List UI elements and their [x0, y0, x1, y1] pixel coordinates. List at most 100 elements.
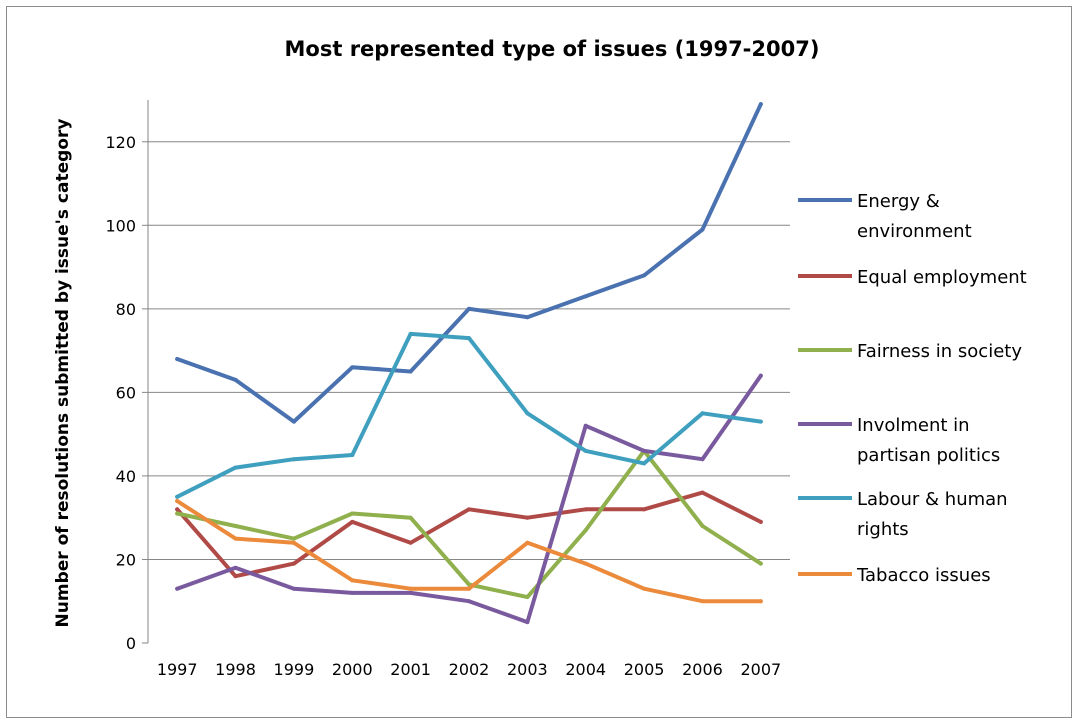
y-axis-label: Number of resolutions submitted by issue… — [53, 119, 73, 628]
data-point — [583, 423, 588, 428]
x-tick-label: 1998 — [215, 660, 256, 679]
data-point — [467, 507, 471, 512]
data-point — [525, 595, 530, 600]
data-point — [291, 586, 296, 591]
x-tick-label: 2000 — [332, 660, 373, 679]
x-tick-label: 2007 — [740, 660, 781, 679]
legend-item: Tabacco issues — [798, 565, 991, 586]
data-point — [233, 565, 238, 570]
data-point — [467, 306, 471, 311]
legend-label: Labour & human — [857, 489, 1008, 510]
data-point — [350, 365, 355, 370]
legend-item: Equal employment — [798, 267, 1027, 288]
data-point — [467, 336, 471, 341]
data-point — [583, 294, 588, 299]
series-line — [175, 102, 763, 424]
data-point — [642, 448, 647, 453]
data-point — [642, 507, 647, 512]
series-line — [175, 331, 763, 499]
y-tick-label: 120 — [105, 133, 136, 152]
data-point — [583, 448, 588, 453]
data-point — [233, 377, 238, 382]
data-point — [175, 356, 180, 361]
x-tick-label: 2004 — [565, 660, 606, 679]
data-point — [350, 519, 355, 524]
data-point — [408, 331, 413, 336]
data-point — [408, 369, 413, 374]
data-point — [175, 511, 180, 516]
legend-item: Involment in partisan politics — [798, 415, 1000, 466]
legend-label: Fairness in society — [857, 341, 1022, 362]
y-tick-label: 60 — [116, 383, 136, 402]
data-point — [291, 536, 296, 541]
y-tick-label: 80 — [116, 300, 136, 319]
data-point — [758, 419, 763, 424]
y-tick-label: 100 — [105, 216, 136, 235]
legend-label: Equal employment — [857, 267, 1027, 288]
data-point — [408, 590, 413, 595]
data-point — [700, 457, 705, 462]
data-point — [700, 411, 705, 416]
data-point — [642, 461, 647, 466]
x-tick-label: 2005 — [624, 660, 665, 679]
data-point — [758, 599, 763, 604]
data-point — [700, 227, 705, 232]
data-point — [700, 599, 705, 604]
data-point — [700, 524, 705, 529]
data-point — [350, 578, 355, 583]
data-point — [350, 511, 355, 516]
legend: Energy & environment Equal employment Fairn… — [798, 191, 1027, 586]
legend-item: Energy & environment — [798, 191, 972, 242]
data-point — [233, 536, 238, 541]
data-point — [291, 419, 296, 424]
series-line — [175, 499, 763, 604]
data-point — [408, 586, 413, 591]
y-tick-label: 20 — [116, 550, 136, 569]
data-point — [408, 540, 413, 545]
data-point — [525, 315, 530, 320]
data-point — [758, 102, 763, 107]
data-point — [525, 540, 530, 545]
data-point — [583, 507, 588, 512]
legend-item: Fairness in society — [798, 341, 1022, 362]
x-tick-label: 2003 — [507, 660, 548, 679]
data-point — [525, 620, 530, 625]
data-point — [291, 457, 296, 462]
x-tick-label: 2001 — [390, 660, 431, 679]
data-point — [525, 411, 530, 416]
y-axis-ticks: 0 20 40 60 80 100 120 — [105, 133, 148, 653]
legend-label: partisan politics — [857, 445, 1000, 466]
series-line — [175, 490, 763, 579]
y-tick-label: 0 — [126, 634, 136, 653]
data-point — [758, 561, 763, 566]
data-point — [350, 453, 355, 458]
data-point — [350, 590, 355, 595]
legend-label: Energy & — [857, 191, 940, 212]
data-point — [408, 515, 413, 520]
legend-label: Tabacco issues — [856, 565, 991, 586]
data-point — [525, 515, 530, 520]
data-point — [642, 273, 647, 278]
data-point — [233, 465, 238, 470]
data-point — [583, 528, 588, 533]
x-tick-label: 2006 — [682, 660, 723, 679]
data-point — [642, 586, 647, 591]
data-point — [758, 519, 763, 524]
data-point — [467, 599, 471, 604]
data-point — [291, 561, 296, 566]
x-axis-ticks: 1997 1998 1999 2000 2001 2002 2003 2004 2005 2006… — [157, 660, 781, 679]
legend-label: Involment in — [857, 415, 970, 436]
legend-item: Labour & human rights — [798, 489, 1008, 540]
chart-title: Most represented type of issues (1997-20… — [285, 37, 820, 61]
data-point — [175, 494, 180, 499]
x-tick-label: 1999 — [274, 660, 315, 679]
data-point — [175, 498, 180, 503]
data-point — [467, 586, 471, 591]
legend-label: rights — [857, 519, 909, 540]
data-point — [700, 490, 705, 495]
series-lines — [175, 102, 763, 625]
data-point — [758, 373, 763, 378]
data-point — [233, 524, 238, 529]
data-point — [175, 507, 180, 512]
